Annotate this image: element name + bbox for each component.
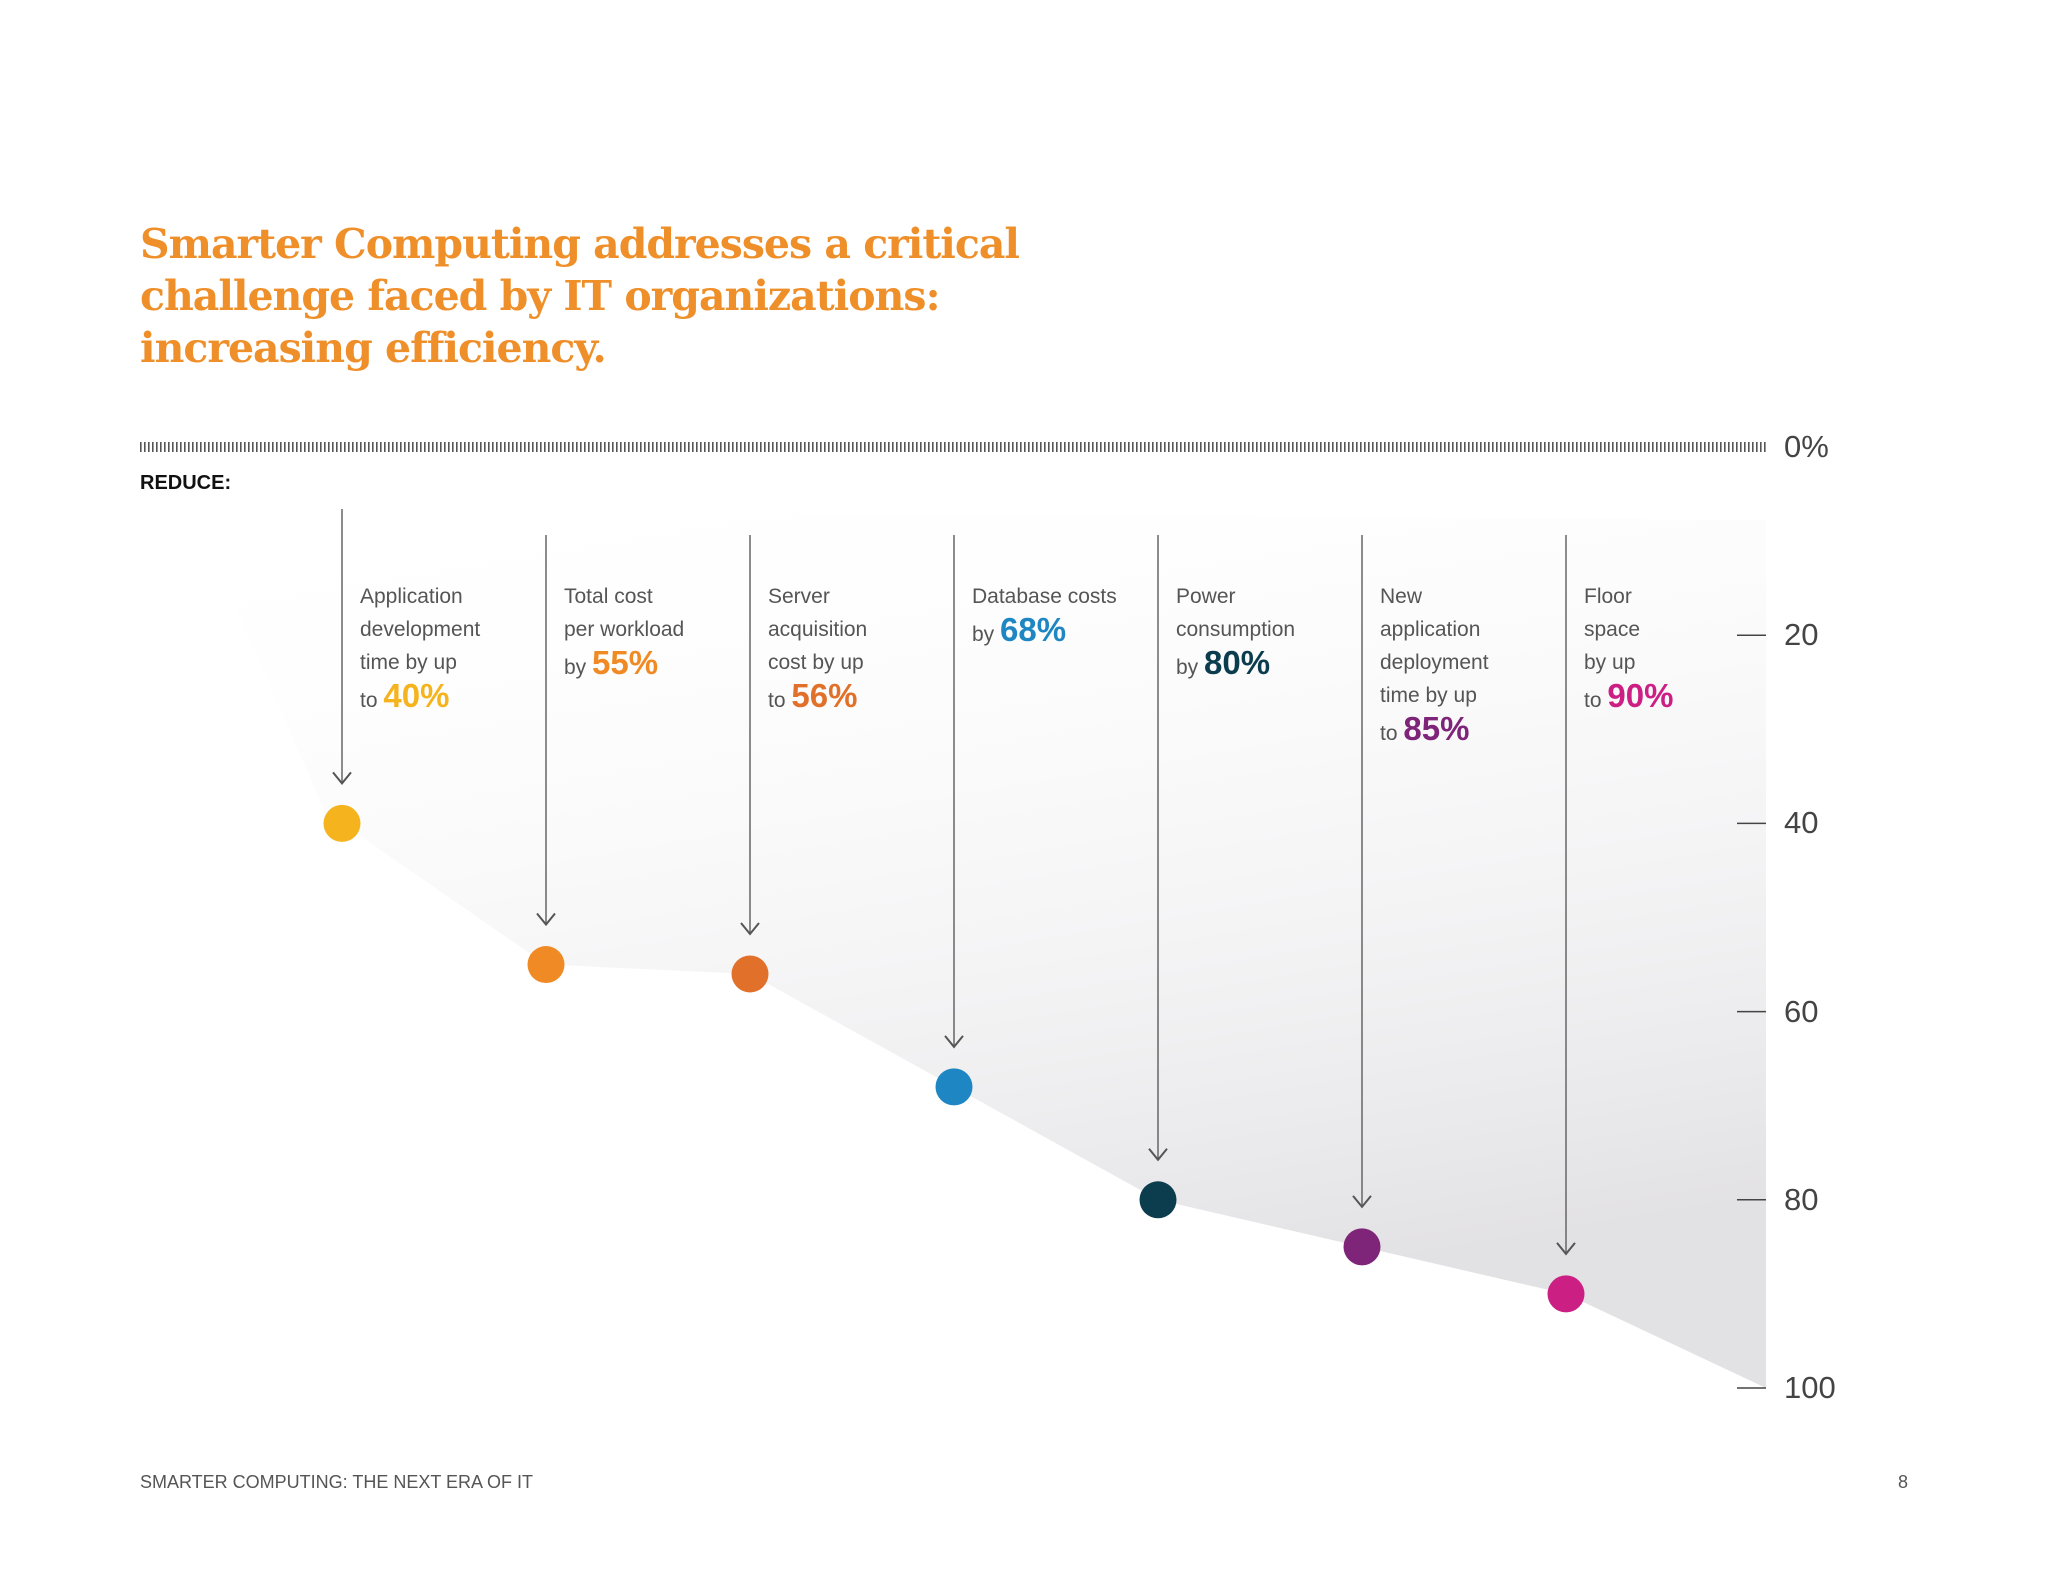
data-label: Total cost per workload by 55% [564,580,754,684]
percent-value: 55% [592,644,659,681]
label-line: Floor [1584,585,1632,608]
percent-value: 90% [1607,677,1674,714]
tick-label: 80 [1784,1181,1819,1217]
tick-label: 20 [1784,617,1819,653]
label-line: acquisition [768,618,868,641]
data-label: New application deployment time by up to 85% [1380,580,1570,750]
tick-label: 60 [1784,993,1819,1029]
percent-value: 40% [383,677,450,714]
data-point [1139,1181,1177,1219]
label-line: time by up [1380,684,1477,707]
percent-value: 56% [791,677,858,714]
data-label: Power consumption by 80% [1176,580,1366,684]
label-line: time by up [360,651,457,674]
data-label: Server acquisition cost by up to 56% [768,580,958,717]
percent-value: 85% [1403,710,1470,747]
data-point [1343,1228,1381,1266]
label-line: cost by up [768,651,864,674]
label-line: per workload [564,618,685,641]
reduce-label: REDUCE: [140,472,232,494]
label-line: development [360,618,481,641]
label-line: New [1380,585,1423,608]
label-line: Database costs [972,585,1117,608]
label-prefix: to [360,689,384,712]
label-prefix: by [564,656,593,679]
label-line: deployment [1380,651,1489,674]
arrow-head-icon [740,922,760,936]
percent-value: 68% [1000,611,1067,648]
title-line: increasing efficiency. [140,324,607,372]
percent-value: 80% [1204,644,1271,681]
page-number: 8 [1898,1472,1909,1492]
arrow-head-icon [1148,1148,1168,1162]
page-title: Smarter Computing addresses a critical c… [140,218,1140,374]
data-point [731,955,769,993]
tick-label: 100 [1784,1370,1836,1405]
data-label: Database costs by 68% [972,580,1162,651]
data-label: Application development time by up to 40% [360,580,550,717]
label-line: Server [768,585,830,608]
title-line: Smarter Computing addresses a critical [140,220,1020,268]
arrow-head-icon [1556,1242,1576,1256]
footer-text: SMARTER COMPUTING: THE NEXT ERA OF IT [140,1472,534,1492]
data-point [1547,1275,1585,1313]
title-line: challenge faced by IT organizations: [140,272,941,320]
arrow-head-icon [536,912,556,927]
label-line: by up [1584,651,1636,674]
data-point [323,804,361,842]
arrow-head-icon [944,1035,964,1049]
label-line: application [1380,618,1481,641]
label-line: Application [360,585,463,608]
label-prefix: to [1584,689,1608,712]
shaded-area [190,510,1766,1388]
tick-label-0: 0% [1784,429,1829,464]
label-prefix: by [972,623,1001,646]
label-prefix: to [768,689,792,712]
arrow-head-icon [1352,1195,1372,1209]
data-point [935,1068,973,1106]
label-line: consumption [1176,618,1296,641]
arrow-head-icon [332,771,352,785]
zero-line [140,442,1768,452]
label-line: Power [1176,585,1236,608]
data-label: Floor space by up to 90% [1584,580,1774,717]
tick-label: 40 [1784,805,1819,841]
label-prefix: by [1176,656,1205,679]
data-point [527,946,565,984]
label-line: space [1584,618,1641,641]
label-line: Total cost [564,585,653,608]
label-prefix: to [1380,722,1404,745]
